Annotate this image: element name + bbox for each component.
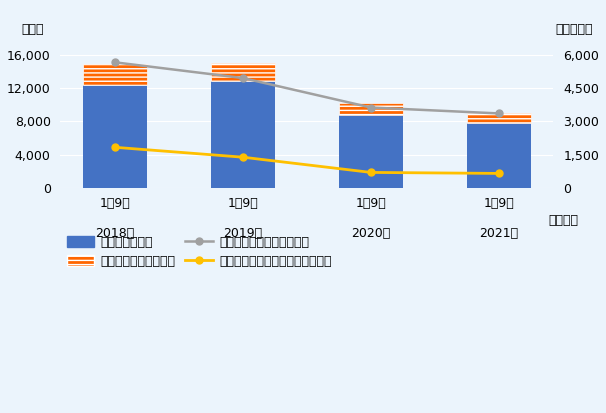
Bar <box>467 123 531 188</box>
Bar <box>467 112 531 123</box>
Bar <box>211 81 275 188</box>
Bar <box>83 64 147 85</box>
Text: （累月）: （累月） <box>548 214 578 228</box>
Bar <box>339 103 403 115</box>
Text: （件）: （件） <box>21 23 44 36</box>
Legend: 先進域（件数）, 新腴・途上域（件数）, 先進域（金額）　（右軸）, 新腴・途上域（金額）　（右軸）: 先進域（件数）, 新腴・途上域（件数）, 先進域（金額） （右軸）, 新腴・途上… <box>67 235 331 268</box>
Bar <box>83 85 147 188</box>
Text: （億ドル）: （億ドル） <box>556 23 593 36</box>
Bar <box>211 63 275 81</box>
Bar <box>339 115 403 188</box>
